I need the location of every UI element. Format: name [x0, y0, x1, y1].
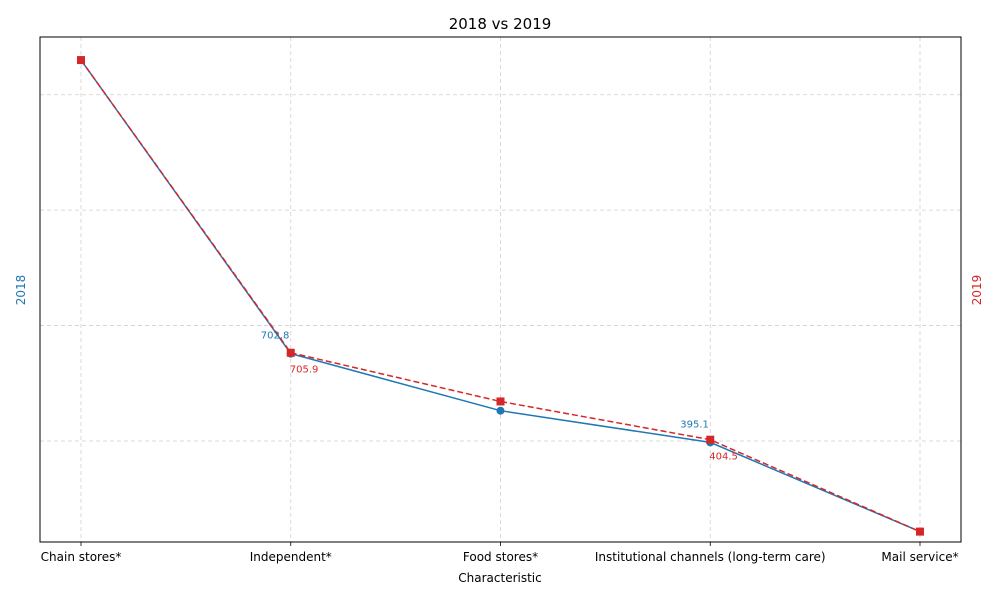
x-tick-label: Mail service*: [881, 550, 958, 564]
chart-title: 2018 vs 2019: [449, 15, 552, 33]
series-layer: [77, 56, 924, 536]
x-tick-label: Chain stores*: [41, 550, 122, 564]
annotations: 702.8 395.1 705.9 404.5: [261, 331, 738, 463]
data-point-2019: [286, 348, 295, 357]
y-axis-right-label: 2019: [970, 275, 984, 306]
x-axis-label: Characteristic: [458, 571, 541, 585]
data-label-2019: 705.9: [290, 365, 319, 376]
data-point-2019: [496, 397, 505, 406]
data-label-2018: 702.8: [261, 331, 290, 342]
x-axis-ticks: Chain stores* Independent* Food stores* Ins…: [41, 542, 959, 564]
data-label-2018: 395.1: [680, 419, 709, 430]
x-tick-label: Independent*: [250, 550, 332, 564]
y-axis-left-label: 2018: [14, 275, 28, 306]
grid: [40, 37, 961, 542]
data-point-2019: [706, 435, 715, 444]
data-point-2019: [77, 56, 85, 65]
x-tick-label: Food stores*: [463, 550, 538, 564]
series-line-2019: [80, 59, 921, 533]
data-label-2019: 404.5: [709, 452, 738, 463]
data-point-2018: [496, 406, 505, 415]
x-tick-label: Institutional channels (long-term care): [595, 550, 826, 564]
data-point-2019: [916, 527, 924, 536]
